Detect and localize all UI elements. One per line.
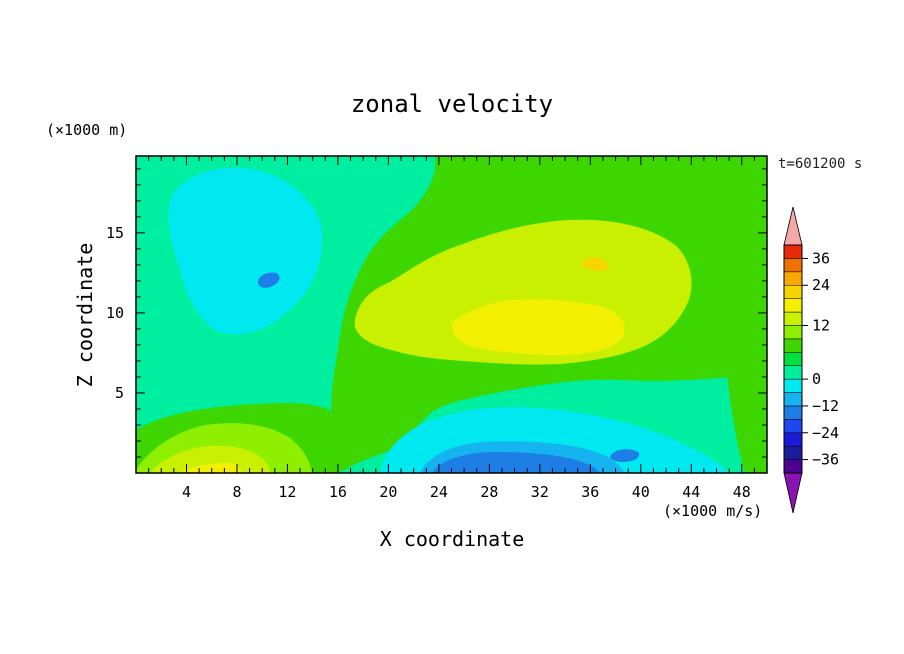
colorbar-segment [783, 445, 803, 460]
colorbar-tick-label: 36 [812, 249, 830, 267]
chart-title: zonal velocity [351, 90, 553, 118]
positive-lobe-surface-9 [180, 462, 243, 473]
positive-band-right [705, 156, 767, 473]
x-tick-label: 44 [682, 483, 700, 501]
colorbar-tick-label: 12 [812, 316, 830, 334]
time-label: t=601200 s [778, 156, 862, 172]
positive-jet-core [451, 299, 625, 356]
colorbar-segment [783, 271, 803, 286]
colorbar-tick-label: 24 [812, 276, 830, 294]
colorbar-segment [783, 284, 803, 299]
colorbar: 36 24 12 0 −12 −24 −36 [783, 206, 839, 514]
x-ticks: 4 8 12 16 20 24 28 32 36 40 44 48 [148, 156, 755, 501]
colorbar-segment [783, 311, 803, 326]
colorbar-frame [783, 244, 803, 474]
contour-field [136, 156, 767, 473]
colorbar-segment [783, 298, 803, 313]
colorbar-segment [783, 405, 803, 420]
y-tick-label: 15 [106, 224, 124, 242]
negative-minimum-small [258, 272, 280, 288]
x-tick-label: 20 [379, 483, 397, 501]
colorbar-segment [783, 432, 803, 447]
negative-core-upper-left [168, 167, 323, 335]
colorbar-unit-label: (×1000 m/s) [663, 502, 762, 520]
colorbar-segment [783, 419, 803, 434]
x-tick-label: 28 [480, 483, 498, 501]
positive-maximum-small [582, 257, 609, 272]
colorbar-segment [783, 325, 803, 340]
colorbar-segment [783, 258, 803, 273]
colorbar-segment [783, 244, 803, 259]
colorbar-segment [783, 352, 803, 366]
y-axis-title: Z coordinate [73, 243, 97, 388]
colorbar-segment [783, 459, 803, 474]
y-tick-label: 5 [115, 384, 124, 402]
x-tick-label: 40 [632, 483, 650, 501]
x-tick-label: 12 [278, 483, 296, 501]
colorbar-segment [783, 338, 803, 353]
colorbar-segment [783, 392, 803, 407]
x-axis-title: X coordinate [380, 527, 525, 551]
positive-lobe-surface-6 [150, 445, 270, 473]
y-unit-label: (×1000 m) [46, 121, 127, 139]
x-tick-label: 32 [531, 483, 549, 501]
colorbar-segment [783, 378, 803, 393]
negative-minimum-surface-small [610, 449, 640, 462]
colorbar-tick-label: −12 [812, 397, 839, 415]
colorbar-over-arrow [783, 206, 803, 246]
x-tick-label: 24 [430, 483, 448, 501]
colorbar-under-arrow [783, 472, 803, 514]
x-tick-label: 4 [182, 483, 191, 501]
x-tick-label: 16 [329, 483, 347, 501]
y-ticks: 5 10 15 [106, 168, 767, 458]
x-tick-label: 48 [733, 483, 751, 501]
colorbar-segment [783, 365, 803, 380]
x-tick-label: 8 [232, 483, 241, 501]
x-tick-label: 36 [581, 483, 599, 501]
negative-region-surface-18 [432, 452, 600, 473]
colorbar-tick-label: −36 [812, 451, 839, 469]
y-tick-label: 10 [106, 304, 124, 322]
colorbar-tick-label: 0 [812, 370, 821, 388]
colorbar-tick-label: −24 [812, 424, 839, 442]
